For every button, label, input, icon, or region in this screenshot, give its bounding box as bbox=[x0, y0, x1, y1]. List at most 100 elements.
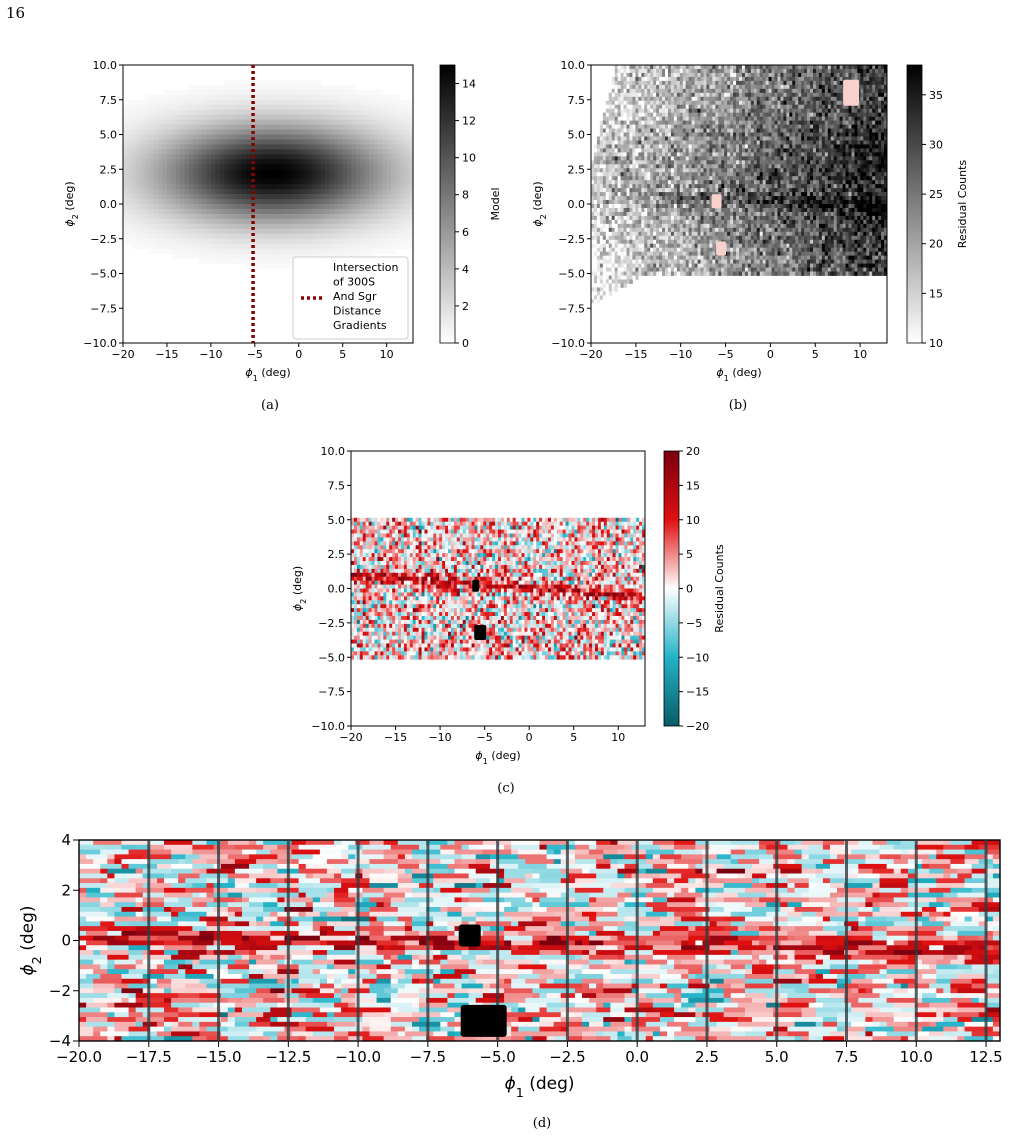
model-cell bbox=[386, 124, 392, 131]
model-cell bbox=[342, 199, 348, 205]
residual-cell bbox=[673, 132, 678, 137]
residual-cell bbox=[682, 251, 687, 257]
model-cell bbox=[386, 189, 392, 195]
model-cell bbox=[351, 228, 357, 235]
model-cell bbox=[202, 253, 208, 260]
residual-cell bbox=[700, 271, 704, 276]
model-cell bbox=[140, 164, 146, 170]
residual-cell bbox=[638, 243, 642, 249]
residual-cell bbox=[614, 204, 619, 209]
residual-cell bbox=[617, 279, 621, 284]
residual-cell bbox=[608, 120, 613, 125]
model-cell bbox=[311, 154, 317, 160]
residual-cell bbox=[620, 204, 624, 209]
model-cell bbox=[333, 159, 339, 165]
model-cell bbox=[276, 248, 282, 255]
residual-cell bbox=[623, 100, 627, 106]
model-cell bbox=[377, 189, 383, 195]
residual-cell bbox=[685, 176, 690, 181]
model-cell bbox=[285, 238, 291, 245]
model-cell bbox=[369, 248, 375, 255]
model-cell bbox=[281, 223, 287, 230]
residual-cell bbox=[709, 215, 713, 221]
model-cell bbox=[158, 169, 164, 175]
residual-cell bbox=[644, 96, 648, 102]
model-cell bbox=[158, 189, 164, 195]
residual-cell bbox=[694, 116, 698, 121]
residual-cell bbox=[715, 184, 719, 189]
residual-cell bbox=[665, 96, 669, 102]
model-cell bbox=[171, 228, 177, 235]
residual-cell bbox=[706, 124, 710, 129]
residual-cell bbox=[596, 227, 601, 233]
model-cell bbox=[184, 169, 190, 175]
model-cell bbox=[338, 89, 344, 96]
model-cell bbox=[180, 199, 186, 205]
model-cell bbox=[123, 169, 128, 175]
residual-cell bbox=[641, 76, 645, 82]
residual-cell bbox=[611, 196, 616, 201]
residual-cell bbox=[605, 275, 610, 280]
model-cell bbox=[382, 213, 388, 220]
residual-cell bbox=[688, 243, 693, 249]
model-cell bbox=[369, 124, 375, 131]
residual-cell bbox=[629, 124, 633, 129]
residual-cell bbox=[644, 160, 648, 165]
model-cell bbox=[369, 228, 375, 235]
model-cell bbox=[325, 99, 331, 106]
model-cell bbox=[294, 194, 300, 200]
model-cell bbox=[254, 238, 260, 245]
model-cell bbox=[184, 243, 190, 250]
model-cell bbox=[153, 199, 159, 205]
residual-cell bbox=[712, 231, 716, 237]
model-cell bbox=[180, 104, 186, 111]
residual-cell bbox=[682, 132, 687, 137]
model-cell bbox=[259, 164, 265, 170]
residual-cell bbox=[638, 88, 642, 94]
model-cell bbox=[162, 109, 168, 116]
model-cell bbox=[232, 164, 238, 170]
model-cell bbox=[241, 119, 247, 126]
residual-cell bbox=[715, 267, 719, 272]
model-cell bbox=[395, 194, 401, 200]
model-cell bbox=[355, 233, 361, 240]
residual-cell bbox=[617, 96, 621, 102]
residual-cell bbox=[700, 132, 704, 137]
residual-cell bbox=[611, 164, 616, 169]
model-cell bbox=[281, 129, 287, 136]
residual-cell bbox=[739, 104, 743, 110]
residual-cell bbox=[644, 65, 648, 70]
residual-cell bbox=[700, 223, 704, 229]
residual-cell bbox=[644, 180, 648, 185]
residual-cell bbox=[641, 65, 645, 70]
model-cell bbox=[281, 169, 287, 175]
residual-cell bbox=[688, 227, 693, 233]
model-cell bbox=[202, 144, 208, 150]
residual-cell bbox=[697, 104, 701, 110]
model-cell bbox=[386, 164, 392, 170]
model-cell bbox=[373, 104, 379, 111]
residual-cell bbox=[694, 235, 698, 241]
model-cell bbox=[377, 99, 383, 106]
residual-cell bbox=[644, 235, 648, 241]
residual-cell bbox=[656, 176, 660, 181]
residual-cell bbox=[670, 156, 675, 161]
residual-cell bbox=[653, 227, 657, 233]
residual-cell bbox=[730, 204, 734, 209]
residual-cell bbox=[620, 100, 624, 106]
x-tick-label: 10 bbox=[380, 348, 394, 361]
residual-cell bbox=[608, 267, 613, 272]
residual-cell bbox=[667, 72, 672, 78]
model-cell bbox=[276, 99, 282, 106]
residual-cell bbox=[614, 243, 619, 249]
model-cell bbox=[250, 204, 256, 210]
model-cell bbox=[140, 119, 146, 126]
model-cell bbox=[325, 89, 331, 96]
model-cell bbox=[268, 204, 273, 210]
model-cell bbox=[175, 99, 181, 106]
model-cell bbox=[294, 114, 300, 121]
residual-cell bbox=[608, 92, 613, 98]
residual-cell bbox=[733, 211, 737, 217]
model-cell bbox=[404, 119, 410, 126]
model-cell bbox=[281, 263, 287, 270]
